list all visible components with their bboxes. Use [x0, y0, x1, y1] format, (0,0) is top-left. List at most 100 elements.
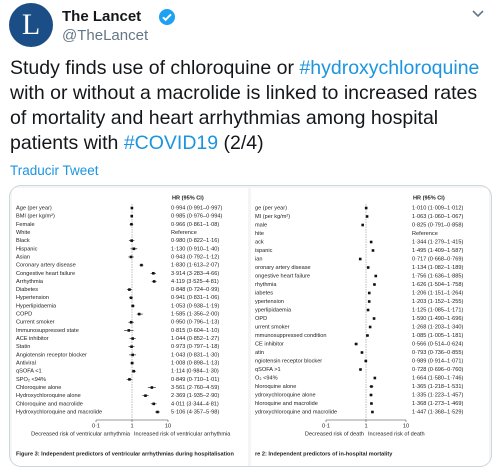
account-handle[interactable]: @TheLancet: [62, 27, 149, 44]
hr-text: 1·626 (1·504–1·758): [412, 282, 463, 288]
hr-text: 0·989 (0·914–1·071): [412, 358, 463, 364]
row-label: Hydroxychloroquine and macrolide: [16, 409, 102, 415]
figure-caption: Figure 3: Independent predictors of vent…: [16, 451, 234, 457]
hr-text: 0·994 (0·991–0·997): [171, 205, 222, 211]
avatar[interactable]: L: [9, 3, 53, 47]
hr-text: 1·365 (1·218–1·531): [412, 384, 463, 390]
hr-point: [365, 215, 369, 218]
hr-text: 5·106 (4·357–5·98): [171, 409, 219, 415]
row-label: ongestive heart failure: [255, 273, 310, 279]
row-label: ack: [255, 239, 264, 245]
row-label: male: [255, 222, 267, 228]
row-label: Hypertension: [16, 295, 49, 301]
row-label: Current smoker: [16, 320, 55, 326]
hr-point: [371, 249, 375, 252]
hr-point: [140, 263, 143, 267]
hr-point: [369, 393, 373, 397]
hr-point: [137, 312, 141, 316]
hashtag[interactable]: #hydroxychloroquine: [299, 57, 480, 79]
hr-text: 1·063 (1·060–1·067): [412, 214, 463, 220]
forest-plots: HR (95% CI) 0·1 1 Decreased risk of ventric…: [12, 188, 489, 466]
hr-point: [366, 334, 369, 337]
translate-link[interactable]: Traducir Tweet: [10, 163, 99, 178]
row-label: Age (per year): [16, 205, 52, 211]
hr-point: [131, 337, 134, 340]
hr-point: [371, 410, 374, 414]
hr-text: 1·756 (1·636–1·885): [412, 273, 463, 279]
hr-text: 0·728 (0·696–0·760): [412, 367, 463, 373]
menu-chevron[interactable]: [470, 8, 486, 20]
row-label: MI (per kg/m²): [255, 214, 290, 220]
hr-point: [130, 214, 134, 218]
hr-text: Reference: [171, 230, 197, 236]
row-label: ngiotensin receptor blocker: [255, 358, 322, 364]
row-label: White: [16, 230, 30, 236]
verified-badge: [159, 9, 175, 25]
hr-text: 1·830 (1·613–2·07): [171, 263, 219, 269]
hr-text: 1·125 (1·085–1·171): [412, 307, 463, 313]
row-label: Arrhythmia: [16, 279, 44, 285]
hr-point: [132, 247, 136, 251]
hashtag[interactable]: #COVID19: [123, 132, 219, 154]
row-label: Chloroquine and macrolide: [16, 401, 83, 407]
account-name[interactable]: The Lancet: [62, 8, 142, 25]
hr-text: Reference: [412, 231, 438, 237]
hr-point: [128, 378, 131, 381]
hr-point: [144, 394, 147, 397]
tweet-media[interactable]: HR (95% CI) 0·1 1 Decreased risk of ventric…: [9, 185, 492, 467]
hr-text: 0·966 (0·861–1·08): [171, 222, 219, 228]
row-label: yperlipidaemia: [255, 307, 292, 313]
tweet-text: Study finds use of chloroquine or #hydro…: [10, 56, 495, 156]
hr-text: 1·206 (1·151–1·264): [412, 290, 463, 296]
row-label: ydroxychloroquine alone: [255, 392, 316, 398]
hr-text: 0·950 (0·796–1·13): [171, 320, 219, 326]
decreased-label: Decreased risk of death: [305, 431, 364, 437]
hr-text: 1·053 (0·938–1·19): [171, 303, 219, 309]
row-label: qSOFA >1: [255, 367, 281, 373]
hr-point: [370, 385, 373, 388]
hr-text: 1·044 (0·852–1·27): [171, 336, 219, 342]
x-tick-label: 10: [165, 423, 171, 429]
hr-point: [360, 351, 364, 354]
hr-point: [130, 239, 133, 242]
hr-point: [370, 402, 373, 405]
hr-text: 0·825 (0·791–0·858): [412, 222, 463, 228]
row-label: Diabetes: [16, 287, 38, 293]
row-label: Asian: [16, 254, 30, 260]
row-label: Coronary artery disease: [16, 263, 76, 269]
hr-point: [131, 353, 134, 357]
hr-point: [130, 223, 133, 226]
hr-point: [152, 402, 156, 406]
row-label: COPD: [16, 312, 32, 318]
row-label: hloroquine and macrolide: [255, 401, 318, 407]
x-tick-label: 0·1: [92, 423, 100, 429]
figure-caption: re 2: Independent predictors of in-hospi…: [255, 451, 393, 457]
hr-text: 0·980 (0·822–1·16): [171, 238, 219, 244]
hr-point: [156, 410, 159, 414]
hr-text: 1·008 (0·898–1·13): [171, 361, 219, 367]
row-label: urrent smoker: [255, 324, 290, 330]
hr-point: [373, 283, 376, 286]
row-label: Congestive heart failure: [16, 271, 75, 277]
column-header: HR (95% CI): [172, 195, 204, 201]
hr-point: [372, 317, 376, 320]
hr-point: [132, 369, 135, 373]
x-tick-label: 1: [364, 423, 367, 429]
row-label: BMI (per kg/m²): [16, 214, 55, 220]
hr-point: [150, 386, 154, 389]
hr-text: 1·010 (1·009–1·012): [412, 205, 463, 211]
x-tick-label: 0·1: [322, 423, 330, 429]
hr-text: 1·495 (1·409–1·587): [412, 248, 463, 254]
hr-point: [130, 361, 134, 365]
row-label: ispanic: [255, 248, 273, 254]
figure-panel: [12, 188, 248, 466]
decreased-label: Decreased risk of ventricular arrhythmia: [31, 431, 131, 437]
hr-point: [361, 223, 364, 227]
hr-text: 1·447 (1·368–1·529): [412, 409, 463, 415]
hr-text: 3·561 (2·760–4·59): [171, 385, 219, 391]
hr-text: 1·134 (1·082–1·189): [412, 265, 463, 271]
hr-text: 4·011 (3·344–4·81): [171, 401, 219, 407]
row-label: hite: [255, 231, 264, 237]
hr-text: 0·717 (0·668–0·769): [412, 256, 463, 262]
row-label: Black: [16, 238, 30, 244]
